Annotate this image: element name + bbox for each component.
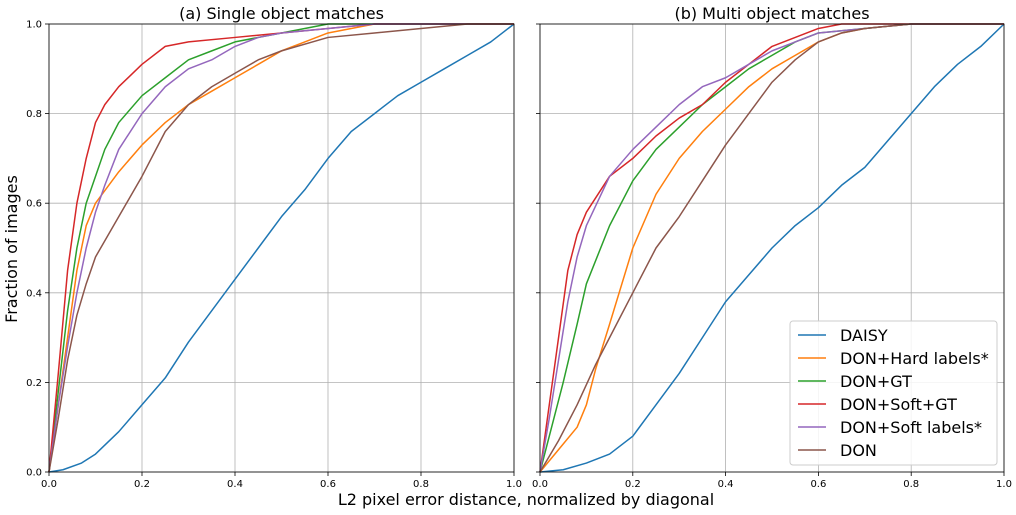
series-line-don-hard-labels	[48, 23, 514, 473]
legend-box	[789, 320, 998, 466]
y-tick-label: 0.4	[26, 288, 42, 299]
x-tick-label: 0.8	[413, 479, 429, 490]
y-tick-label: 1.0	[26, 20, 42, 31]
figure-ylabel: Fraction of images	[2, 175, 21, 323]
x-tick-label: 1.0	[506, 479, 522, 490]
legend-label: DON+Soft+GT	[840, 395, 957, 414]
x-tick-label: 1.0	[996, 479, 1012, 490]
y-tick-label: 0.2	[26, 378, 42, 389]
panel-single-object: 0.0 0.2 0.4 0.6 0.8 1.0 0.0 0.2 0.4 0.6 0.8 1.0 (a) …	[26, 4, 522, 490]
x-tick-label: 0.6	[320, 479, 336, 490]
x-tick-label: 0.8	[903, 479, 919, 490]
series-line-don	[539, 23, 1004, 473]
legend-label: DON	[840, 441, 877, 460]
legend-label: DON+Hard labels*	[840, 349, 989, 368]
y-tick-label: 0.8	[26, 109, 42, 120]
x-tick-label: 0.4	[227, 479, 243, 490]
series-line-don-soft-labels	[539, 23, 1004, 473]
series-line-don-soft-gt	[48, 23, 514, 473]
figure-xlabel: L2 pixel error distance, normalized by d…	[338, 490, 714, 509]
y-tick-label: 0.6	[26, 199, 42, 210]
gridlines	[48, 23, 515, 473]
legend: DAISY DON+Hard labels* DON+GT DON+Soft+GT DO…	[789, 320, 998, 466]
legend-label: DON+GT	[840, 372, 912, 391]
x-tick-label: 0.0	[532, 479, 548, 490]
y-tick-label: 0.0	[26, 468, 42, 479]
series-group	[48, 23, 515, 473]
panels: 0.0 0.2 0.4 0.6 0.8 1.0 0.0 0.2 0.4 0.6 0.8 1.0 (a) …	[26, 4, 1012, 490]
panel-multi-object: 0.0 0.2 0.4 0.6 0.8 1.0 (b) Multi object match…	[532, 4, 1012, 490]
plot-frame	[539, 23, 1005, 473]
panel-title: (a) Single object matches	[179, 4, 384, 23]
series-line-don	[48, 23, 514, 473]
series-line-don-soft-gt	[539, 23, 1004, 473]
plot-frame	[48, 23, 515, 473]
series-group	[539, 23, 1005, 473]
series-line-daisy	[48, 23, 515, 473]
series-line-daisy	[539, 23, 1005, 473]
series-line-don-soft-labels	[48, 23, 514, 473]
series-line-don-gt	[48, 23, 514, 473]
x-tick-label: 0.4	[718, 479, 734, 490]
panel-title: (b) Multi object matches	[674, 4, 869, 23]
x-tick-label: 0.6	[810, 479, 826, 490]
x-tick-label: 0.0	[41, 479, 57, 490]
x-tick-label: 0.2	[625, 479, 641, 490]
x-tick-label: 0.2	[134, 479, 150, 490]
legend-label: DAISY	[840, 326, 888, 345]
legend-label: DON+Soft labels*	[840, 418, 982, 437]
